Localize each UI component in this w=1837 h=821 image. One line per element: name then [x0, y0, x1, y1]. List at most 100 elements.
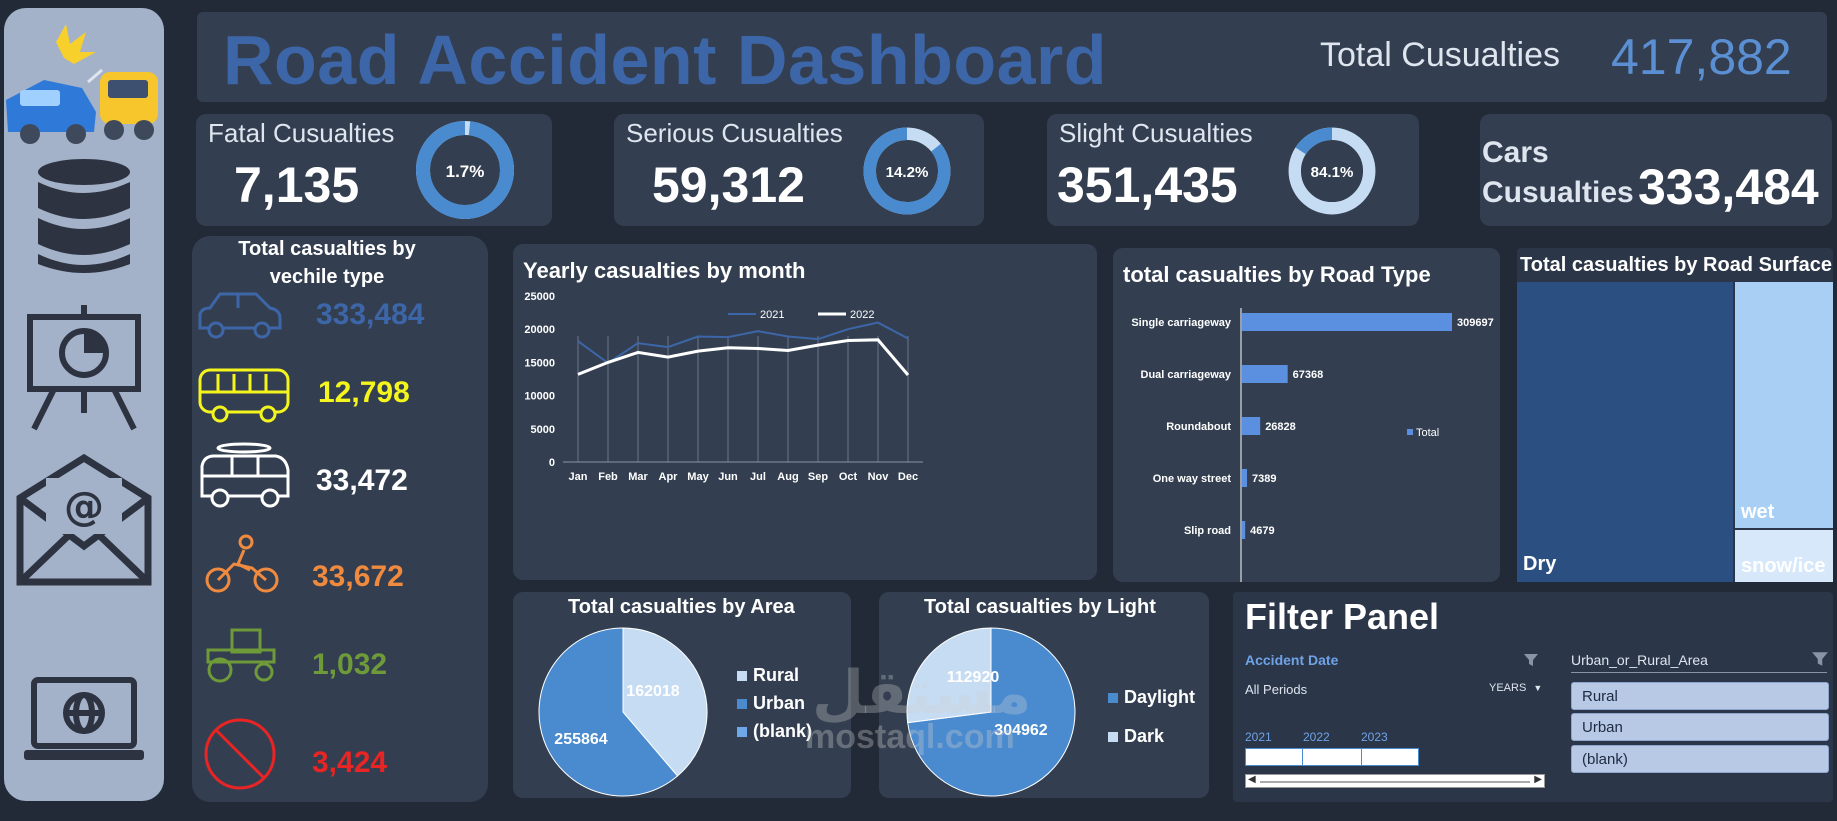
pie-slice-urban: [538, 627, 679, 797]
serious-pct: 14.2%: [886, 164, 929, 181]
donut-track: [1288, 127, 1376, 215]
vehicle-type-panel: Total casualties by vechile type 333,484…: [192, 236, 488, 802]
x-tick-label: Jul: [750, 471, 766, 483]
legend-label-2021: 2021: [760, 309, 784, 321]
bar-3: [1242, 469, 1248, 487]
bar-4: [1242, 521, 1246, 539]
fatal-card: Fatal Cusualties 7,135 1.7%: [196, 114, 552, 226]
treemap-snow: snow/ice: [1735, 530, 1833, 582]
timeline-year-2022[interactable]: 2022: [1303, 730, 1330, 744]
cars-label-line2: Cusualties: [1482, 176, 1634, 209]
timeline-scrollbar[interactable]: ◀ ▶: [1245, 774, 1545, 788]
cars-card: Cars Cusualties 333,484: [1480, 114, 1832, 226]
area-option-rural[interactable]: Rural: [1571, 682, 1829, 710]
header-band: Road Accident Dashboard Total Cusualties…: [197, 12, 1827, 102]
timeline-bar[interactable]: [1245, 748, 1419, 766]
y-tick-label: 20000: [524, 324, 555, 336]
no-entry-icon: [204, 718, 276, 790]
legend-swatch: [1108, 732, 1118, 742]
x-tick-label: Dec: [898, 471, 918, 483]
vehicle-panel-title-line2: vechile type: [269, 266, 385, 288]
years-dropdown[interactable]: YEARS ▼: [1489, 682, 1542, 694]
pie-data-label: 162018: [626, 683, 679, 700]
total-casualties-value: 417,882: [1611, 29, 1792, 85]
road-surface-title: Total casualties by Road Surface: [1520, 254, 1832, 276]
legend-label: Dark: [1124, 726, 1165, 746]
area-pie-panel: Total casualties by Area 162018 255864 Rur…: [513, 592, 851, 798]
category-label: One way street: [1153, 473, 1232, 485]
svg-text:@: @: [64, 484, 104, 530]
light-pie-panel: Total casualties by Light 304962 112920 Da…: [879, 592, 1209, 798]
clear-date-filter-icon[interactable]: [1523, 652, 1539, 668]
treemap-wet: wet: [1735, 282, 1833, 528]
serious-card: Serious Cusualties 59,312 14.2%: [614, 114, 984, 226]
cars-label-line1: Cars: [1482, 136, 1549, 169]
bar-1: [1242, 365, 1288, 383]
bar-value-label: 309697: [1457, 317, 1494, 329]
x-tick-label: May: [687, 471, 709, 483]
category-label: Dual carriageway: [1141, 369, 1232, 381]
treemap-dry: Dry: [1517, 282, 1733, 582]
scroll-left-icon[interactable]: ◀: [1248, 774, 1256, 785]
cars-value: 333,484: [1638, 159, 1819, 215]
legend-label: Daylight: [1124, 687, 1195, 707]
category-label: Single carriageway: [1131, 317, 1232, 329]
treemap-dry-label: Dry: [1523, 553, 1557, 575]
bus-icon: [198, 368, 290, 423]
bar-value-label: 26828: [1265, 421, 1296, 433]
timeline-year-2021[interactable]: 2021: [1245, 730, 1272, 744]
legend-label-2022: 2022: [850, 309, 874, 321]
car-value: 333,484: [316, 298, 425, 331]
road-type-panel: total casualties by Road Type Single car…: [1113, 248, 1500, 582]
all-periods-label: All Periods: [1245, 682, 1308, 697]
scroll-right-icon[interactable]: ▶: [1534, 774, 1542, 785]
email-icon[interactable]: @: [16, 454, 152, 586]
filter-panel-title: Filter Panel: [1245, 596, 1440, 637]
bar-value-label: 4679: [1250, 525, 1274, 537]
timeline-year-2023[interactable]: 2023: [1361, 730, 1388, 744]
pie-data-label: 255864: [554, 731, 607, 748]
database-icon[interactable]: [34, 158, 134, 278]
y-tick-label: 25000: [524, 291, 555, 303]
bus-value: 12,798: [318, 376, 410, 409]
legend-swatch: [1407, 429, 1413, 435]
x-tick-label: Nov: [868, 471, 890, 483]
presentation-icon[interactable]: [24, 303, 144, 433]
treemap-wet-label: wet: [1741, 501, 1775, 523]
donut-remainder: [863, 127, 951, 215]
fatal-pct: 1.7%: [446, 162, 485, 181]
light-pie-title: Total casualties by Light: [924, 596, 1156, 618]
slight-donut: 84.1%: [1288, 127, 1376, 215]
serious-donut: 14.2%: [863, 127, 951, 215]
total-casualties-label: Total Cusualties: [1320, 36, 1561, 74]
monthly-line-chart: Jan Feb Mar Apr May Jun Jul Aug Sep Oct Nov Dec 0 500…: [524, 291, 923, 483]
bar-0: [1242, 313, 1452, 331]
crash-icon[interactable]: [4, 22, 164, 147]
area-option-blank[interactable]: (blank): [1571, 745, 1829, 773]
fatal-donut: 1.7%: [416, 121, 514, 219]
legend-swatch: [737, 699, 747, 709]
x-tick-label: Feb: [598, 471, 618, 483]
clear-area-filter-icon[interactable]: [1811, 650, 1829, 668]
chevron-down-icon: ▼: [1533, 683, 1543, 693]
watermark-arabic: مستقل: [812, 659, 1032, 726]
light-pie-chart: 304962 112920 Daylight Dark: [906, 627, 1195, 797]
area-option-urban[interactable]: Urban: [1571, 713, 1829, 741]
series-line-2022: [577, 338, 910, 376]
category-label: Slip road: [1184, 525, 1231, 537]
x-tick-label: Jan: [569, 471, 588, 483]
x-tick-label: Jun: [718, 471, 738, 483]
motorcycle-value: 33,672: [312, 560, 404, 593]
pie-slice-dark: [906, 627, 992, 724]
van-icon: [200, 442, 290, 508]
legend-label: (blank): [753, 721, 812, 741]
slight-label: Slight Cusualties: [1059, 118, 1253, 148]
laptop-globe-icon[interactable]: [22, 674, 146, 770]
road-type-bar-chart: Single carriageway 309697 Dual carriageway…: [1131, 308, 1494, 582]
road-surface-panel: Total casualties by Road Surface Dry wet…: [1517, 248, 1833, 582]
van-value: 33,472: [316, 464, 408, 497]
area-filter-label: Urban_or_Rural_Area: [1571, 652, 1708, 668]
x-tick-label: Aug: [777, 471, 798, 483]
serious-label: Serious Cusualties: [626, 118, 843, 148]
bar-2: [1242, 417, 1261, 435]
